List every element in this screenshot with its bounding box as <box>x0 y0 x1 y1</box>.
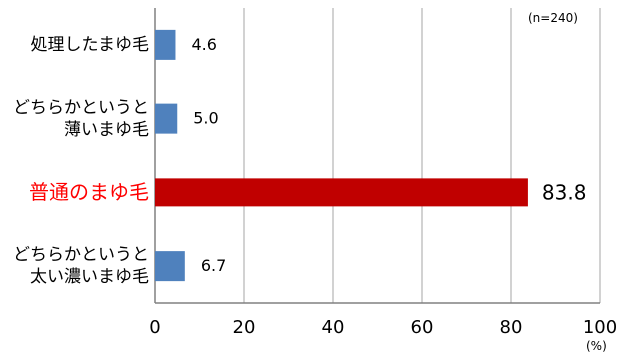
bar-value-label: 5.0 <box>193 109 218 128</box>
bar-value-label: 4.6 <box>191 35 216 54</box>
category-label: どちらかというと 薄いまゆ毛 <box>13 97 149 140</box>
bar <box>155 29 176 60</box>
sample-size-note: (n=240) <box>528 11 578 25</box>
category-label: どちらかというと 太い濃いまゆ毛 <box>13 245 149 288</box>
bar <box>155 178 528 207</box>
bar <box>155 103 178 134</box>
x-tick-label: 60 <box>411 317 434 338</box>
x-tick-label: 40 <box>322 317 345 338</box>
bar <box>155 251 185 282</box>
bar-value-label: 6.7 <box>201 256 226 275</box>
x-tick-label: 20 <box>233 317 256 338</box>
x-tick-label: 100 <box>583 317 617 338</box>
unit-label: (%) <box>586 339 607 353</box>
bar-value-label: 83.8 <box>542 180 587 204</box>
x-tick-label: 0 <box>149 317 160 338</box>
category-label: 普通のまゆ毛 <box>29 180 149 205</box>
x-tick-label: 80 <box>500 317 523 338</box>
category-label: 処理したまゆ毛 <box>30 34 150 55</box>
